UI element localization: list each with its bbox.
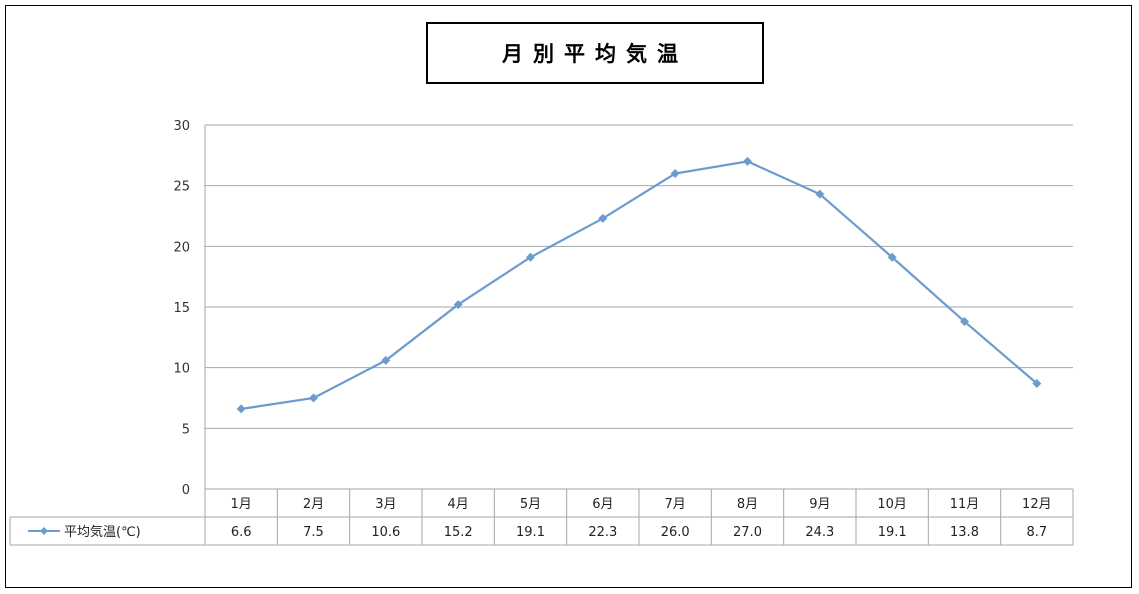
data-table: 1月 6.6 2月 7.5 3月 10.6 4月 15.2 5月 19.1 6月 22.3 7月 26.0… bbox=[9, 488, 1074, 546]
x-category-label: 12月 bbox=[1022, 497, 1052, 512]
data-value-label: 27.0 bbox=[733, 525, 762, 540]
series-line bbox=[241, 160, 1038, 411]
data-point bbox=[453, 300, 463, 310]
data-point bbox=[743, 156, 752, 166]
chart-title-box: 月別平均気温 bbox=[426, 22, 764, 84]
x-category-label: 8月 bbox=[737, 497, 758, 512]
data-value-label: 8.7 bbox=[1026, 525, 1047, 540]
x-category-label: 5月 bbox=[520, 497, 541, 512]
legend: 平均気温(℃) bbox=[28, 524, 141, 540]
y-tick-label: 5 bbox=[182, 422, 190, 437]
y-tick-label: 20 bbox=[173, 240, 190, 255]
x-category-label: 2月 bbox=[303, 497, 324, 512]
data-value-label: 13.8 bbox=[950, 525, 979, 540]
data-value-label: 6.6 bbox=[231, 525, 252, 540]
x-category-label: 6月 bbox=[592, 497, 613, 512]
data-point bbox=[887, 252, 897, 262]
data-value-label: 22.3 bbox=[588, 525, 617, 540]
data-value-label: 26.0 bbox=[661, 525, 690, 540]
data-point bbox=[598, 213, 608, 223]
x-category-label: 10月 bbox=[877, 497, 907, 512]
x-category-label: 3月 bbox=[375, 497, 396, 512]
data-value-label: 7.5 bbox=[303, 525, 324, 540]
y-tick-label: 25 bbox=[173, 180, 190, 195]
y-tick-label: 0 bbox=[182, 483, 190, 498]
data-point bbox=[381, 355, 391, 365]
data-value-label: 19.1 bbox=[516, 525, 545, 540]
data-point bbox=[309, 393, 318, 403]
data-point bbox=[1032, 378, 1042, 388]
data-point bbox=[960, 317, 969, 327]
y-tick-label: 30 bbox=[173, 119, 190, 134]
data-value-label: 15.2 bbox=[444, 525, 473, 540]
data-point bbox=[815, 189, 825, 199]
data-value-label: 10.6 bbox=[371, 525, 400, 540]
x-category-label: 9月 bbox=[809, 497, 830, 512]
legend-marker bbox=[40, 527, 48, 535]
chart-frame bbox=[5, 5, 1132, 588]
data-point bbox=[670, 169, 680, 179]
data-point bbox=[526, 252, 535, 262]
gridlines bbox=[204, 124, 1073, 545]
chart-title: 月別平均気温 bbox=[502, 42, 688, 66]
x-category-label: 1月 bbox=[231, 497, 252, 512]
data-value-label: 24.3 bbox=[805, 525, 834, 540]
y-tick-label: 15 bbox=[173, 301, 190, 316]
y-tick-label: 10 bbox=[173, 362, 190, 377]
x-category-label: 11月 bbox=[950, 497, 980, 512]
y-axis-tick-labels: 0 5 10 15 20 25 30 bbox=[173, 119, 190, 498]
legend-label: 平均気温(℃) bbox=[64, 524, 141, 540]
data-value-label: 19.1 bbox=[878, 525, 907, 540]
x-category-label: 4月 bbox=[448, 497, 469, 512]
x-category-label: 7月 bbox=[665, 497, 686, 512]
series-line-group bbox=[236, 156, 1042, 414]
data-point bbox=[236, 404, 246, 414]
